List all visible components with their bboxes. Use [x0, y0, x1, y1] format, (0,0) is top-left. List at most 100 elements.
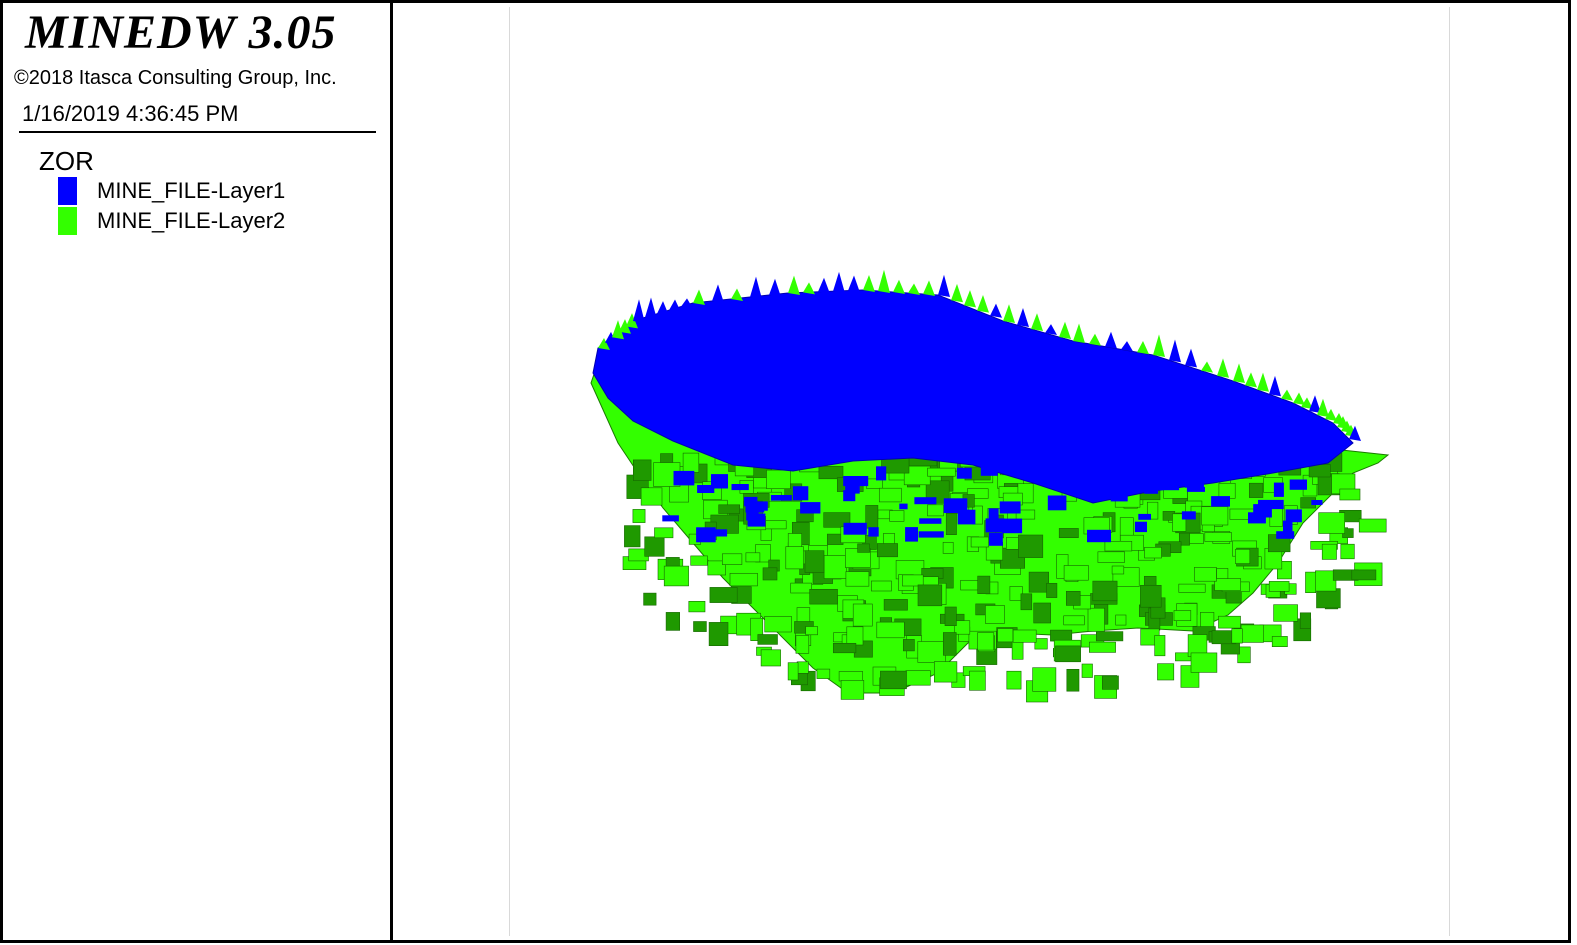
layer2-tile: [707, 560, 726, 576]
layer2-tile: [1063, 565, 1089, 581]
layer2-tile: [1235, 548, 1251, 564]
layer2-tile: [1173, 610, 1192, 621]
layer2-tile: [1216, 568, 1229, 579]
layer2-tile: [1218, 615, 1241, 629]
rim-spike: [1201, 361, 1213, 373]
rim-spike: [1281, 389, 1293, 401]
model-viewport[interactable]: [393, 3, 1568, 940]
layer1-tile: [662, 515, 679, 522]
rim-spike: [1137, 341, 1149, 355]
layer2-tile: [1321, 543, 1337, 560]
layer2-tile: [1101, 675, 1119, 690]
layer2-tile: [967, 488, 989, 499]
layer1-tile: [919, 518, 942, 524]
layer1-tile: [1285, 509, 1302, 523]
layer2-tile: [766, 469, 791, 490]
layer1-tile: [697, 485, 715, 493]
rim-spike: [1217, 358, 1229, 378]
layer2-tile: [796, 661, 809, 674]
layer2-tile: [889, 510, 905, 522]
layer2-tile: [942, 632, 957, 656]
layer1-tile: [957, 509, 976, 525]
layer2-tile: [1318, 512, 1346, 534]
rim-spike: [750, 276, 762, 299]
rim-spike: [1269, 375, 1281, 397]
legend-item-layer2: MINE_FILE-Layer2: [58, 207, 285, 235]
layer1-tile: [1184, 476, 1204, 488]
rim-spike: [848, 275, 860, 293]
layer2-tile: [787, 662, 799, 681]
layer2-tile: [682, 452, 700, 473]
layer1-tile: [843, 522, 867, 535]
layer2-tile: [633, 459, 652, 481]
layer2-tile: [1020, 593, 1033, 611]
pit-model-render[interactable]: [393, 3, 1568, 940]
layer2-tile: [1092, 580, 1118, 602]
layer2-tile: [902, 639, 915, 652]
layer2-tile: [1339, 488, 1361, 501]
layer1-tile: [1061, 466, 1074, 478]
layer2-tile: [1351, 569, 1377, 581]
layer2-tile: [688, 600, 706, 613]
layer2-tile: [945, 512, 957, 535]
layer2-tile: [1111, 565, 1125, 575]
layer2-tile: [787, 533, 803, 548]
rim-spike: [1017, 307, 1029, 327]
layer2-tile: [816, 668, 831, 679]
layer2-tile: [1340, 543, 1355, 560]
layer1-tile: [1047, 495, 1067, 511]
layer2-tile: [1034, 638, 1048, 650]
layer2-tile: [1015, 509, 1036, 520]
layer2-tile: [823, 555, 847, 579]
rim-spike: [1293, 392, 1305, 405]
layer2-tile: [1218, 482, 1236, 499]
layer2-tile: [693, 621, 707, 632]
rim-spike: [1105, 331, 1117, 349]
layer2-tile: [1305, 571, 1316, 593]
layer1-tile: [943, 498, 968, 513]
legend-swatch-layer1: [58, 177, 77, 205]
layer2-tile: [838, 671, 864, 682]
layer2-tile: [1237, 646, 1251, 664]
layer1-tile: [843, 476, 869, 487]
layer2-tile: [1046, 582, 1058, 598]
layer1-tile: [899, 503, 908, 510]
layer1-tile: [714, 529, 728, 537]
layer2-tile: [663, 565, 689, 587]
layer2-tile: [1271, 636, 1288, 648]
layer2-tile: [762, 567, 778, 581]
layer2-tile: [1088, 641, 1116, 653]
layer2-tile: [654, 527, 674, 539]
layer2-tile: [969, 670, 986, 691]
layer2-tile: [1087, 607, 1105, 632]
layer1-tile: [1276, 531, 1295, 539]
legend-label-layer1: MINE_FILE-Layer1: [97, 178, 286, 203]
layer1-tile: [1273, 482, 1284, 497]
layer1-tile: [876, 466, 887, 481]
rim-spike: [1257, 372, 1269, 392]
layer2-tile: [1009, 586, 1023, 601]
rim-spike: [1059, 321, 1071, 339]
layer1-tile: [1248, 512, 1266, 524]
layer2-tile: [1144, 546, 1162, 559]
layer2-tile: [1308, 464, 1331, 478]
layer1-tile: [1253, 504, 1272, 518]
layer1-tile: [918, 531, 944, 538]
layer2-tile: [1268, 581, 1290, 592]
layer2-tile: [1248, 482, 1264, 498]
viewport-guide-right: [1449, 7, 1450, 936]
layer2-tile: [942, 541, 954, 554]
layer2-tile: [1204, 532, 1232, 542]
layer1-tile: [770, 495, 792, 501]
layer2-tile: [1201, 506, 1229, 526]
layer2-tile: [745, 552, 761, 563]
layer2-tile: [933, 661, 958, 683]
layer2-tile: [624, 525, 641, 548]
layer2-tile: [1157, 663, 1175, 681]
rim-spike: [712, 284, 724, 303]
copyright-text: ©2018 Itasca Consulting Group, Inc.: [14, 67, 337, 89]
legend-label-layer2: MINE_FILE-Layer2: [97, 208, 286, 233]
rim-spike: [626, 313, 638, 329]
layer1-tile: [1289, 479, 1307, 490]
layer2-tile: [870, 580, 892, 592]
